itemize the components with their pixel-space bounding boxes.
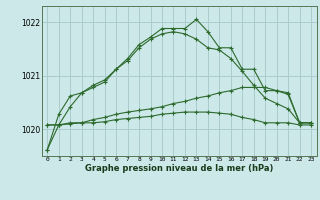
X-axis label: Graphe pression niveau de la mer (hPa): Graphe pression niveau de la mer (hPa) <box>85 164 273 173</box>
